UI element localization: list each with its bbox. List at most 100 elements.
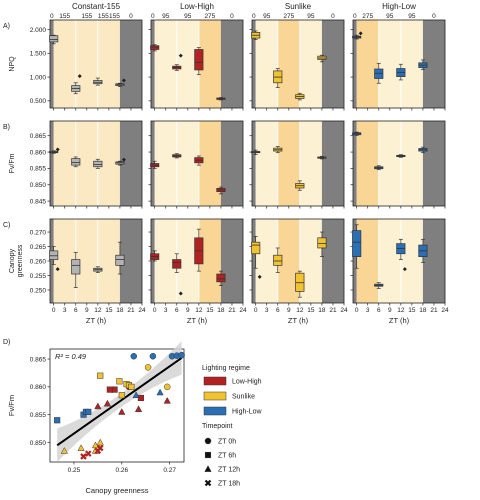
scatter-point [96,438,104,446]
x-tick-label: 21 [329,307,337,314]
legend-title: Timepoint [202,423,233,430]
light-period-band [277,20,300,108]
box [273,254,283,266]
y-tick-label: 0.500 [30,98,47,105]
y-tick-label: 0.865 [30,356,47,363]
x-tick-label: 6 [175,307,179,314]
intensity-label: 275 [283,13,294,20]
outlier-point [55,267,60,272]
scatter-point [149,352,157,360]
light-period-band [119,219,142,303]
box [49,35,59,43]
y-tick-label: 0.855 [30,412,47,419]
light-period-band [353,20,357,108]
x-tick-label: 3 [265,307,269,314]
outlier-point [402,267,407,272]
light-period-band [50,20,54,108]
light-period-band [422,219,445,303]
panel-frame [150,19,244,109]
outlier-point [358,31,363,36]
x-tick-label: 15 [408,307,416,314]
intensity-label: 155 [109,13,120,20]
panel-frame [251,19,345,109]
legend-label: ZT 0h [218,439,236,446]
scatter-point [94,402,102,410]
y-axis-label: Canopy [9,248,16,273]
light-period-band [53,219,76,303]
light-period-band [422,20,445,108]
legend-marker [204,451,212,459]
light-period-band [220,219,243,303]
y-axis-label: Fv/Fm [9,153,16,173]
x-tick-label: 0.27 [163,467,176,474]
intensity-label: 95 [386,13,394,20]
scatter-point [134,405,143,412]
box [352,230,362,258]
light-period-band [353,219,357,303]
y-tick-label: 0.845 [30,198,47,205]
light-period-band [252,121,256,206]
x-tick-label: 0.25 [68,467,81,474]
light-period-band [53,121,76,206]
y-tick-label: 0.860 [30,384,47,391]
light-period-band [378,121,401,206]
light-period-band [108,20,120,108]
light-period-band [356,121,379,206]
intensity-label: 95 [184,13,192,20]
light-period-band [154,219,177,303]
light-period-band [50,219,54,303]
scatter-point [130,352,137,360]
light-period-band [108,219,120,303]
scatter-point [85,450,92,457]
light-period-band [277,121,300,206]
box [317,237,327,249]
column-title: Sunlike [285,2,312,11]
light-period-band [353,121,357,206]
box [251,241,261,255]
column-title: High-Low [382,2,416,11]
light-period-band [378,219,401,303]
x-tick-label: 0 [153,307,157,314]
x-tick-label: 9 [287,307,291,314]
regression-line [56,357,183,447]
light-period-band [97,20,109,108]
light-period-band [154,121,177,206]
panel-letter: B) [3,124,10,131]
scatter-point [96,444,104,452]
outlier-point [121,157,126,162]
intensity-label: 0 [353,13,357,20]
light-period-band [378,20,401,108]
light-period-band [299,20,322,108]
scatter-point [116,378,123,385]
y-tick-label: 1.000 [30,74,47,81]
outlier-point [178,53,183,58]
light-period-band [356,219,379,303]
light-period-band [108,121,120,206]
light-period-band [97,219,109,303]
y-tick-label: 0.265 [30,244,47,251]
x-tick-label: 18 [318,307,326,314]
light-period-band [53,20,76,108]
scatter-point [144,364,152,371]
outlier-point [257,274,262,279]
legend-marker [204,479,212,487]
x-axis-label: ZT (h) [288,316,309,325]
x-tick-label: 21 [430,307,438,314]
scatter-point [163,396,171,404]
y-tick-label: 0.850 [30,440,47,447]
x-tick-label: 24 [441,307,449,314]
x-tick-label: 0.26 [115,467,128,474]
intensity-label: 0 [129,13,133,20]
legend-label: High-Low [232,409,263,416]
y-tick-label: 1.500 [30,51,47,58]
intensity-label: 95 [408,13,416,20]
outlier-point [77,74,82,79]
light-period-band [50,121,54,206]
light-period-band [422,121,445,206]
x-tick-label: 18 [116,307,124,314]
light-period-band [299,219,322,303]
light-period-band [75,121,98,206]
box [194,49,204,71]
scatter-point [118,408,126,415]
panel-frame [352,19,446,109]
